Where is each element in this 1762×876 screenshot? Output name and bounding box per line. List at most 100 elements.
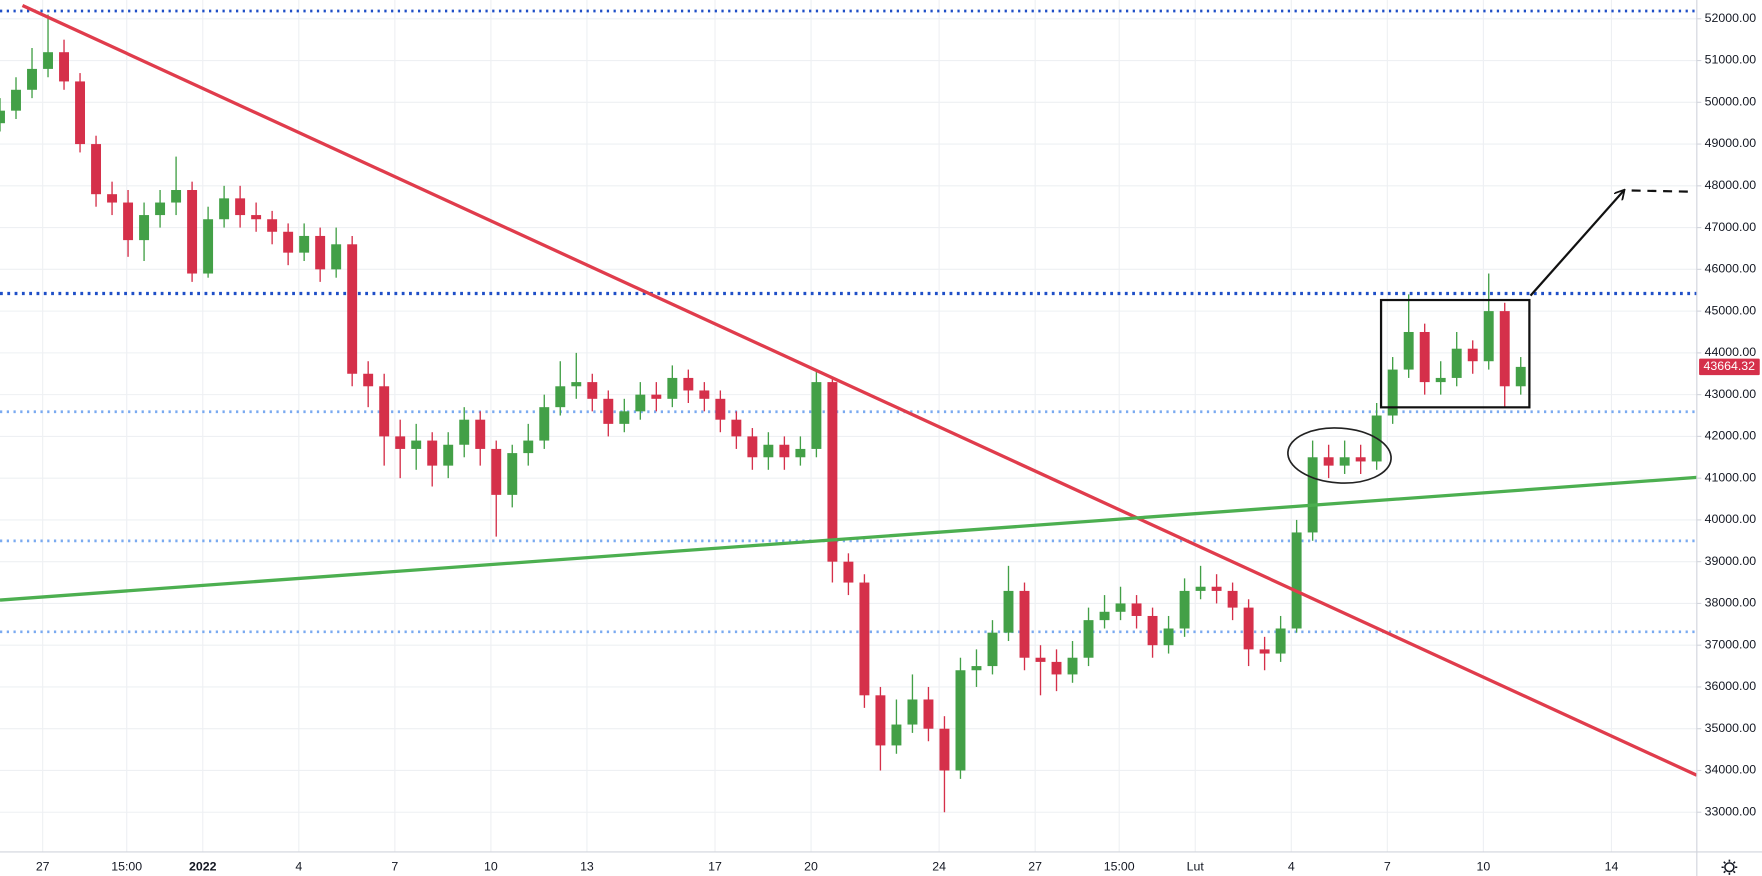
candle-body [155,202,166,216]
candle-body [987,632,998,667]
candle-body [427,440,438,466]
candle-body [1403,331,1414,370]
candle-body [1035,657,1046,662]
candle-body [107,194,118,203]
x-tick-label: 4 [1288,860,1295,874]
candle-body [1195,586,1206,591]
candle-body [299,235,310,253]
candle-body [251,215,262,220]
candle-body [283,231,294,253]
last-price-tag [1699,358,1760,376]
trend-line [21,3,1697,777]
candle-body [1307,457,1318,533]
candle-body [875,695,886,746]
candle-body [907,699,918,725]
y-tick-label: 40000.00 [1705,512,1757,526]
candle-body [491,448,502,495]
y-tick-label: 38000.00 [1705,596,1757,610]
candle-body [411,440,422,449]
x-tick-label: 27 [1028,860,1042,874]
x-tick-label: 24 [932,860,946,874]
candle-body [1131,603,1142,616]
candle-body [651,394,662,399]
range-box [1379,298,1531,409]
candle-body [1467,348,1478,362]
candle-body [187,190,198,274]
y-tick-label: 44000.00 [1705,345,1757,359]
y-tick-label: 41000.00 [1705,470,1757,484]
candle-body [539,407,550,441]
candle-body [91,144,102,195]
candle-body [267,219,278,232]
candle-body [1051,661,1062,675]
candle-body [1003,590,1014,633]
y-tick-label: 43000.00 [1705,387,1757,401]
candle-body [1243,607,1254,650]
candle-body [827,382,838,562]
candle-body [603,398,614,424]
candle-body [747,436,758,458]
candle-body [75,81,86,145]
candle-body [795,448,806,458]
candle-body [811,382,822,449]
candle-body [219,198,230,220]
y-tick-label: 42000.00 [1705,429,1757,443]
x-tick-label: 13 [580,860,594,874]
candle-body [1163,628,1174,646]
candle-body [443,444,454,466]
y-tick-label: 47000.00 [1705,220,1757,234]
candle-body [939,728,950,771]
candle-body [1291,532,1302,629]
candle-body [1019,590,1030,658]
candle-body [635,394,646,412]
x-tick-label: 10 [1477,860,1491,874]
y-tick-label: 50000.00 [1705,95,1757,109]
settings-icon[interactable] [1721,859,1738,875]
axes: 33000.00 34000.00 35000.00 36000.00 37000.00… [36,11,1760,873]
y-tick-label: 39000.00 [1705,554,1757,568]
candle-body [619,411,630,424]
candle-body [1339,457,1350,466]
candles [0,14,1526,813]
candle-body [955,670,966,771]
candle-body [1387,369,1398,416]
x-tick-label: 15:00 [1104,860,1135,874]
x-tick-label: 4 [295,860,302,874]
candle-body [459,419,470,445]
y-tick-label: 46000.00 [1705,262,1757,276]
trend-line [0,475,1697,602]
last-price-label: 43664.32 [1704,359,1756,373]
candle-body [1275,628,1286,654]
candle-body [11,89,21,111]
x-tick-label: 14 [1605,860,1619,874]
x-tick-label: 7 [391,860,398,874]
candle-body [1483,311,1494,362]
candle-body [555,386,566,408]
candle-body [171,190,182,203]
y-tick-label: 34000.00 [1705,763,1757,777]
candle-body [1259,649,1270,654]
candle-body [1083,620,1094,658]
candle-body [1067,657,1078,675]
candle-body [1147,615,1158,646]
y-tick-label: 45000.00 [1705,303,1757,317]
x-tick-label: Lut [1187,860,1205,874]
candle-body [235,198,246,216]
candle-body [1099,611,1110,621]
candle-body [971,666,982,671]
candle-body [1419,331,1430,383]
candle-body [1227,590,1238,608]
candle-body [379,386,390,437]
candle-body [1451,348,1462,378]
candle-body [507,453,518,495]
candle-body [0,110,5,124]
candle-body [43,52,53,69]
candle-body [475,419,486,449]
arrow [1529,191,1624,297]
y-tick-label: 36000.00 [1705,679,1757,693]
candle-body [667,377,678,399]
candle-body [363,373,374,387]
x-tick-label: 15:00 [111,860,142,874]
